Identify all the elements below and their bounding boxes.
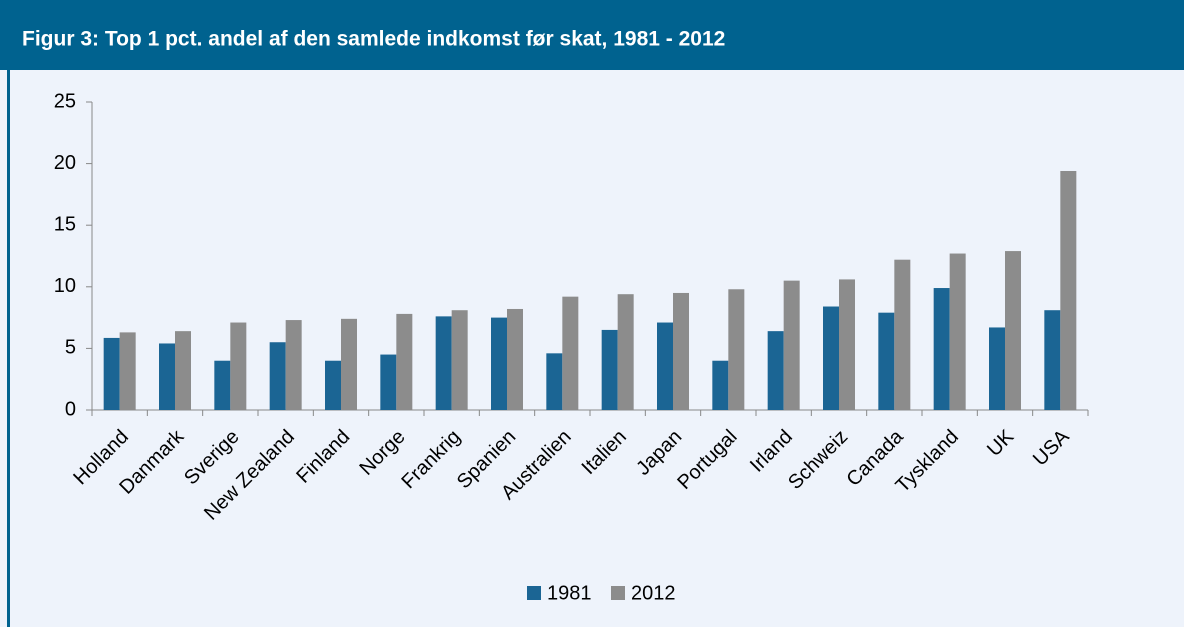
bar: [783, 280, 800, 410]
bar: [767, 331, 784, 410]
bar: [269, 342, 286, 410]
bar: [894, 259, 911, 410]
bar: [1005, 251, 1021, 410]
y-tick-label: 20: [54, 152, 76, 174]
bar: [451, 310, 468, 410]
bar: [507, 308, 523, 410]
chart-title: Figur 3: Top 1 pct. andel af den samlede…: [22, 28, 725, 51]
y-tick-label: 25: [54, 90, 76, 112]
bar: [562, 296, 579, 410]
bar: [546, 353, 563, 410]
bar: [1044, 310, 1061, 410]
legend-label: 1981: [547, 582, 592, 604]
bar: [1060, 170, 1077, 410]
legend-label: 2012: [631, 582, 676, 604]
bar: [103, 337, 120, 410]
bar: [949, 253, 966, 410]
bar: [159, 343, 175, 410]
legend-swatch: [527, 586, 541, 600]
bar: [989, 327, 1005, 410]
left-border: [7, 70, 10, 627]
y-tick-label: 15: [54, 213, 76, 235]
bar: [601, 329, 618, 410]
bar: [839, 279, 855, 410]
bar: [341, 318, 357, 410]
bar: [673, 292, 689, 410]
bar: [119, 332, 136, 410]
legend-swatch: [611, 586, 625, 600]
bar: [214, 360, 231, 410]
bar: [712, 360, 729, 410]
bar: [657, 322, 673, 410]
y-tick-label: 5: [65, 337, 76, 359]
bar: [617, 294, 634, 410]
bar: [435, 316, 452, 410]
bar: [823, 306, 839, 410]
bar: [878, 312, 895, 410]
header: [0, 0, 1184, 70]
bar: [230, 322, 247, 410]
bar: [728, 289, 745, 410]
bar: [175, 331, 191, 410]
bar: [325, 360, 341, 410]
bar: [491, 317, 507, 410]
y-tick-label: 10: [54, 275, 76, 297]
y-tick-label: 0: [65, 398, 76, 420]
bar: [380, 354, 397, 410]
bar: [285, 320, 302, 410]
bar: [933, 288, 950, 410]
bar: [396, 313, 413, 410]
